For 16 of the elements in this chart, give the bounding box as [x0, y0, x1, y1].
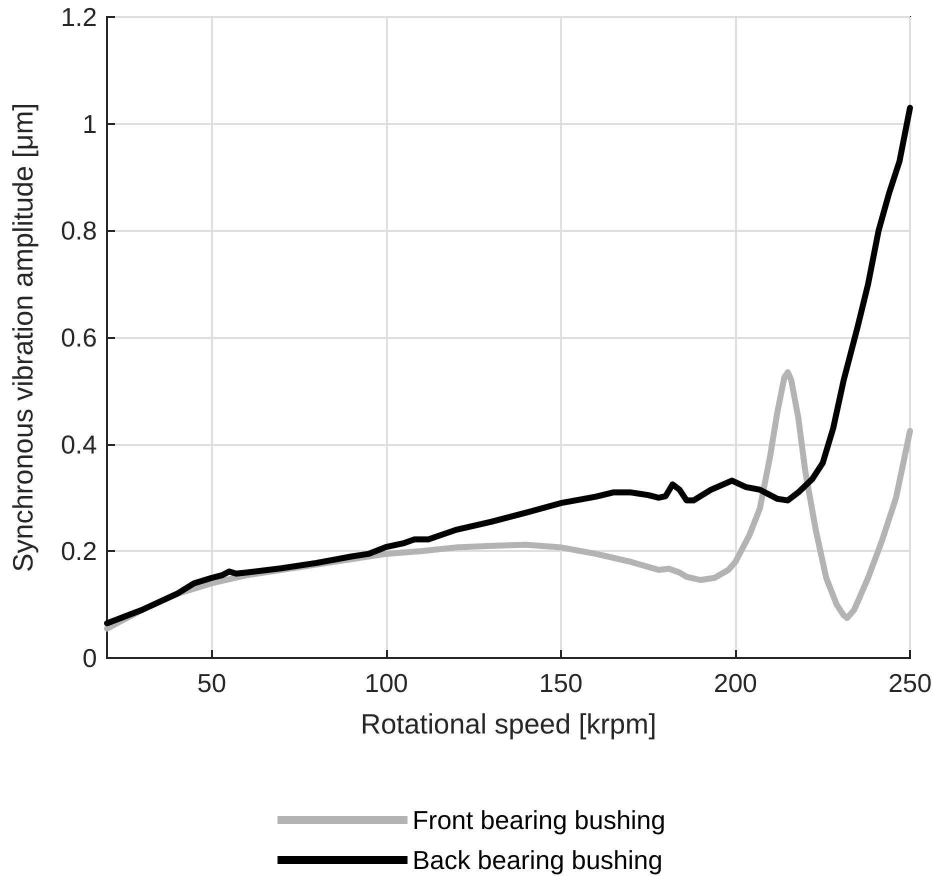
x-tick-label: 250	[888, 668, 932, 698]
legend-label: Front bearing bushing	[412, 805, 666, 835]
y-tick-label: 0.4	[60, 429, 97, 460]
y-tick-label: 0.8	[60, 216, 97, 246]
x-tick-label: 50	[197, 668, 226, 698]
x-tick-label: 200	[714, 668, 758, 698]
x-axis-title: Rotational speed [krpm]	[360, 708, 656, 740]
y-tick-label: 0	[82, 643, 97, 673]
y-tick-label: 1.2	[60, 2, 97, 32]
x-tick-label: 100	[364, 668, 408, 698]
y-tick-label: 0.2	[60, 536, 97, 566]
y-tick-label: 0.6	[60, 322, 97, 352]
x-tick-label: 150	[539, 668, 583, 698]
y-tick-label: 1	[82, 108, 97, 139]
legend-label: Back bearing bushing	[412, 845, 663, 875]
y-axis-title: Synchronous vibration amplitude [μm]	[8, 102, 38, 572]
